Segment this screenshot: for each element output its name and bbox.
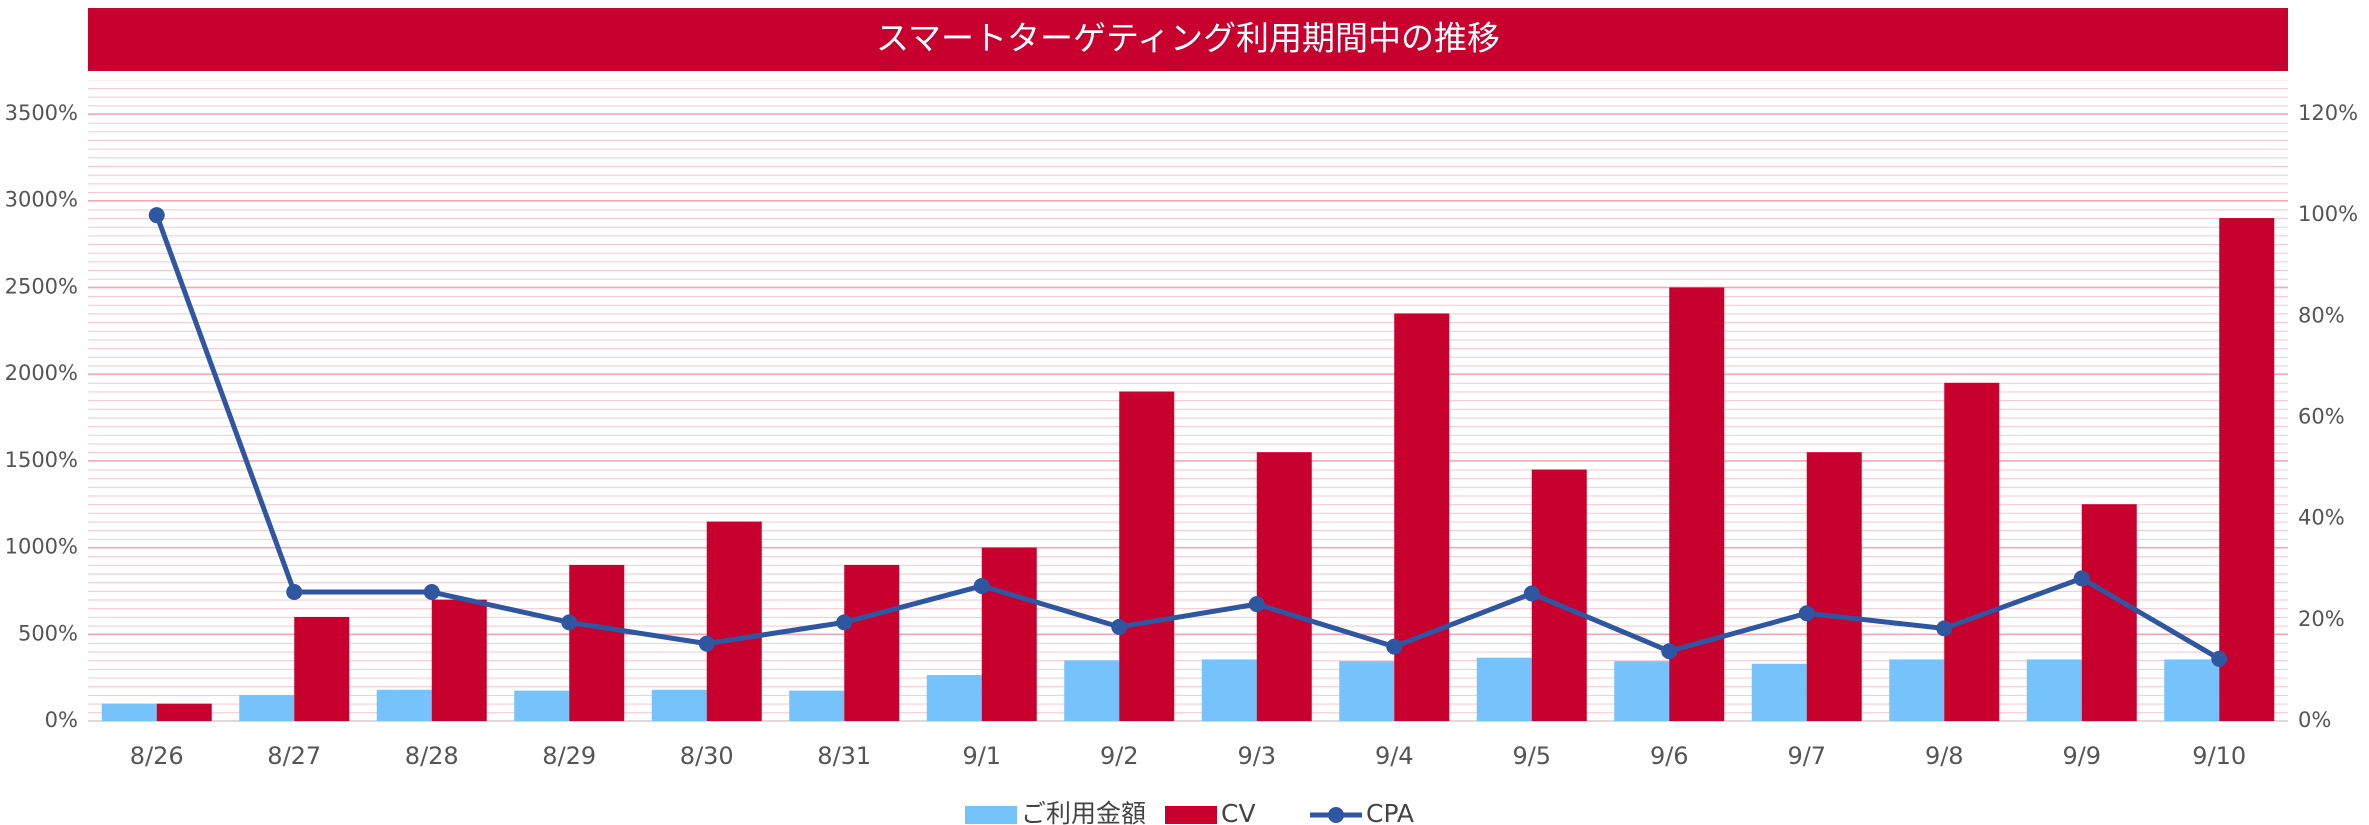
bar <box>2081 504 2137 721</box>
line-marker <box>698 635 715 652</box>
line-marker <box>423 584 440 601</box>
line-marker <box>836 614 853 631</box>
x-tick-label: 9/4 <box>1375 742 1414 770</box>
bar <box>1256 452 1312 721</box>
x-tick-label: 8/26 <box>130 742 184 770</box>
bar <box>101 703 157 721</box>
bar <box>1944 382 2000 721</box>
y2-tick-label: 60% <box>2298 405 2345 429</box>
bar <box>239 694 295 721</box>
y2-tick-label: 100% <box>2298 202 2358 226</box>
bar <box>1751 663 1807 721</box>
bar <box>789 690 845 721</box>
line <box>154 214 2221 661</box>
legend-label: CV <box>1221 799 1256 825</box>
y2-tick-label: 40% <box>2298 506 2345 530</box>
line-marker <box>2211 650 2228 667</box>
bar <box>2164 659 2220 721</box>
bar <box>156 703 212 721</box>
chart-title: スマートターゲティング利用期間中の推移 <box>876 19 1500 58</box>
x-tick-label: 9/8 <box>1925 742 1964 770</box>
y-tick-label: 3000% <box>5 188 78 212</box>
bar <box>569 564 625 721</box>
x-tick-label: 9/3 <box>1237 742 1276 770</box>
bar <box>926 675 982 721</box>
x-tick-label: 9/1 <box>962 742 1001 770</box>
bar <box>1806 452 1862 721</box>
legend-swatch <box>965 806 1017 824</box>
bar <box>2219 218 2275 722</box>
y-tick-label: 0% <box>45 708 78 732</box>
line-marker <box>1523 585 1540 602</box>
legend-swatch <box>1165 806 1217 824</box>
bar <box>514 690 570 721</box>
line-marker <box>148 207 165 224</box>
x-tick-label: 9/10 <box>2192 742 2246 770</box>
line-marker <box>1798 605 1815 622</box>
y-tick-label: 2500% <box>5 274 78 298</box>
x-tick-label: 8/27 <box>267 742 321 770</box>
bar <box>1614 661 1670 721</box>
x-tick-label: 9/7 <box>1787 742 1826 770</box>
bar <box>1476 657 1532 721</box>
x-tick-label: 8/31 <box>817 742 871 770</box>
line-marker <box>2073 570 2090 587</box>
bar <box>706 521 762 721</box>
line-marker <box>286 584 303 601</box>
bar <box>294 616 350 721</box>
bar <box>1394 313 1450 721</box>
y-tick-label: 1000% <box>5 535 78 559</box>
y-tick-label: 500% <box>18 621 78 645</box>
line-marker <box>1661 643 1678 660</box>
line-marker <box>973 577 990 594</box>
title-bar <box>88 8 2288 71</box>
bar <box>1064 660 1120 721</box>
x-tick-label: 8/30 <box>680 742 734 770</box>
bar <box>651 689 707 721</box>
y-tick-label: 3500% <box>5 101 78 125</box>
line-marker <box>561 614 578 631</box>
y-tick-label: 2000% <box>5 361 78 385</box>
x-tick-label: 9/5 <box>1512 742 1551 770</box>
x-tick-label: 9/9 <box>2062 742 2101 770</box>
line-marker <box>1386 638 1403 655</box>
bar <box>1889 659 1945 721</box>
bar <box>2026 659 2082 721</box>
bar <box>981 547 1037 721</box>
line-marker <box>1111 618 1128 635</box>
y2-tick-label: 0% <box>2298 708 2331 732</box>
legend-label: ご利用金額 <box>1021 799 1146 825</box>
bar <box>376 689 432 721</box>
legend-label: CPA <box>1366 799 1414 825</box>
bar <box>1119 391 1175 721</box>
bar <box>1669 287 1725 721</box>
bar <box>844 564 900 721</box>
y2-tick-label: 80% <box>2298 303 2345 327</box>
y2-tick-label: 120% <box>2298 101 2358 125</box>
x-tick-label: 9/6 <box>1650 742 1689 770</box>
bar <box>431 599 487 721</box>
x-tick-label: 9/2 <box>1100 742 1139 770</box>
bar <box>1339 661 1395 721</box>
bar <box>1201 659 1257 721</box>
line-marker <box>1248 596 1265 613</box>
y2-tick-label: 20% <box>2298 607 2345 631</box>
y-tick-label: 1500% <box>5 448 78 472</box>
x-tick-label: 8/28 <box>405 742 459 770</box>
legend-swatch <box>1328 807 1344 823</box>
x-tick-label: 8/29 <box>542 742 596 770</box>
line-marker <box>1936 620 1953 637</box>
